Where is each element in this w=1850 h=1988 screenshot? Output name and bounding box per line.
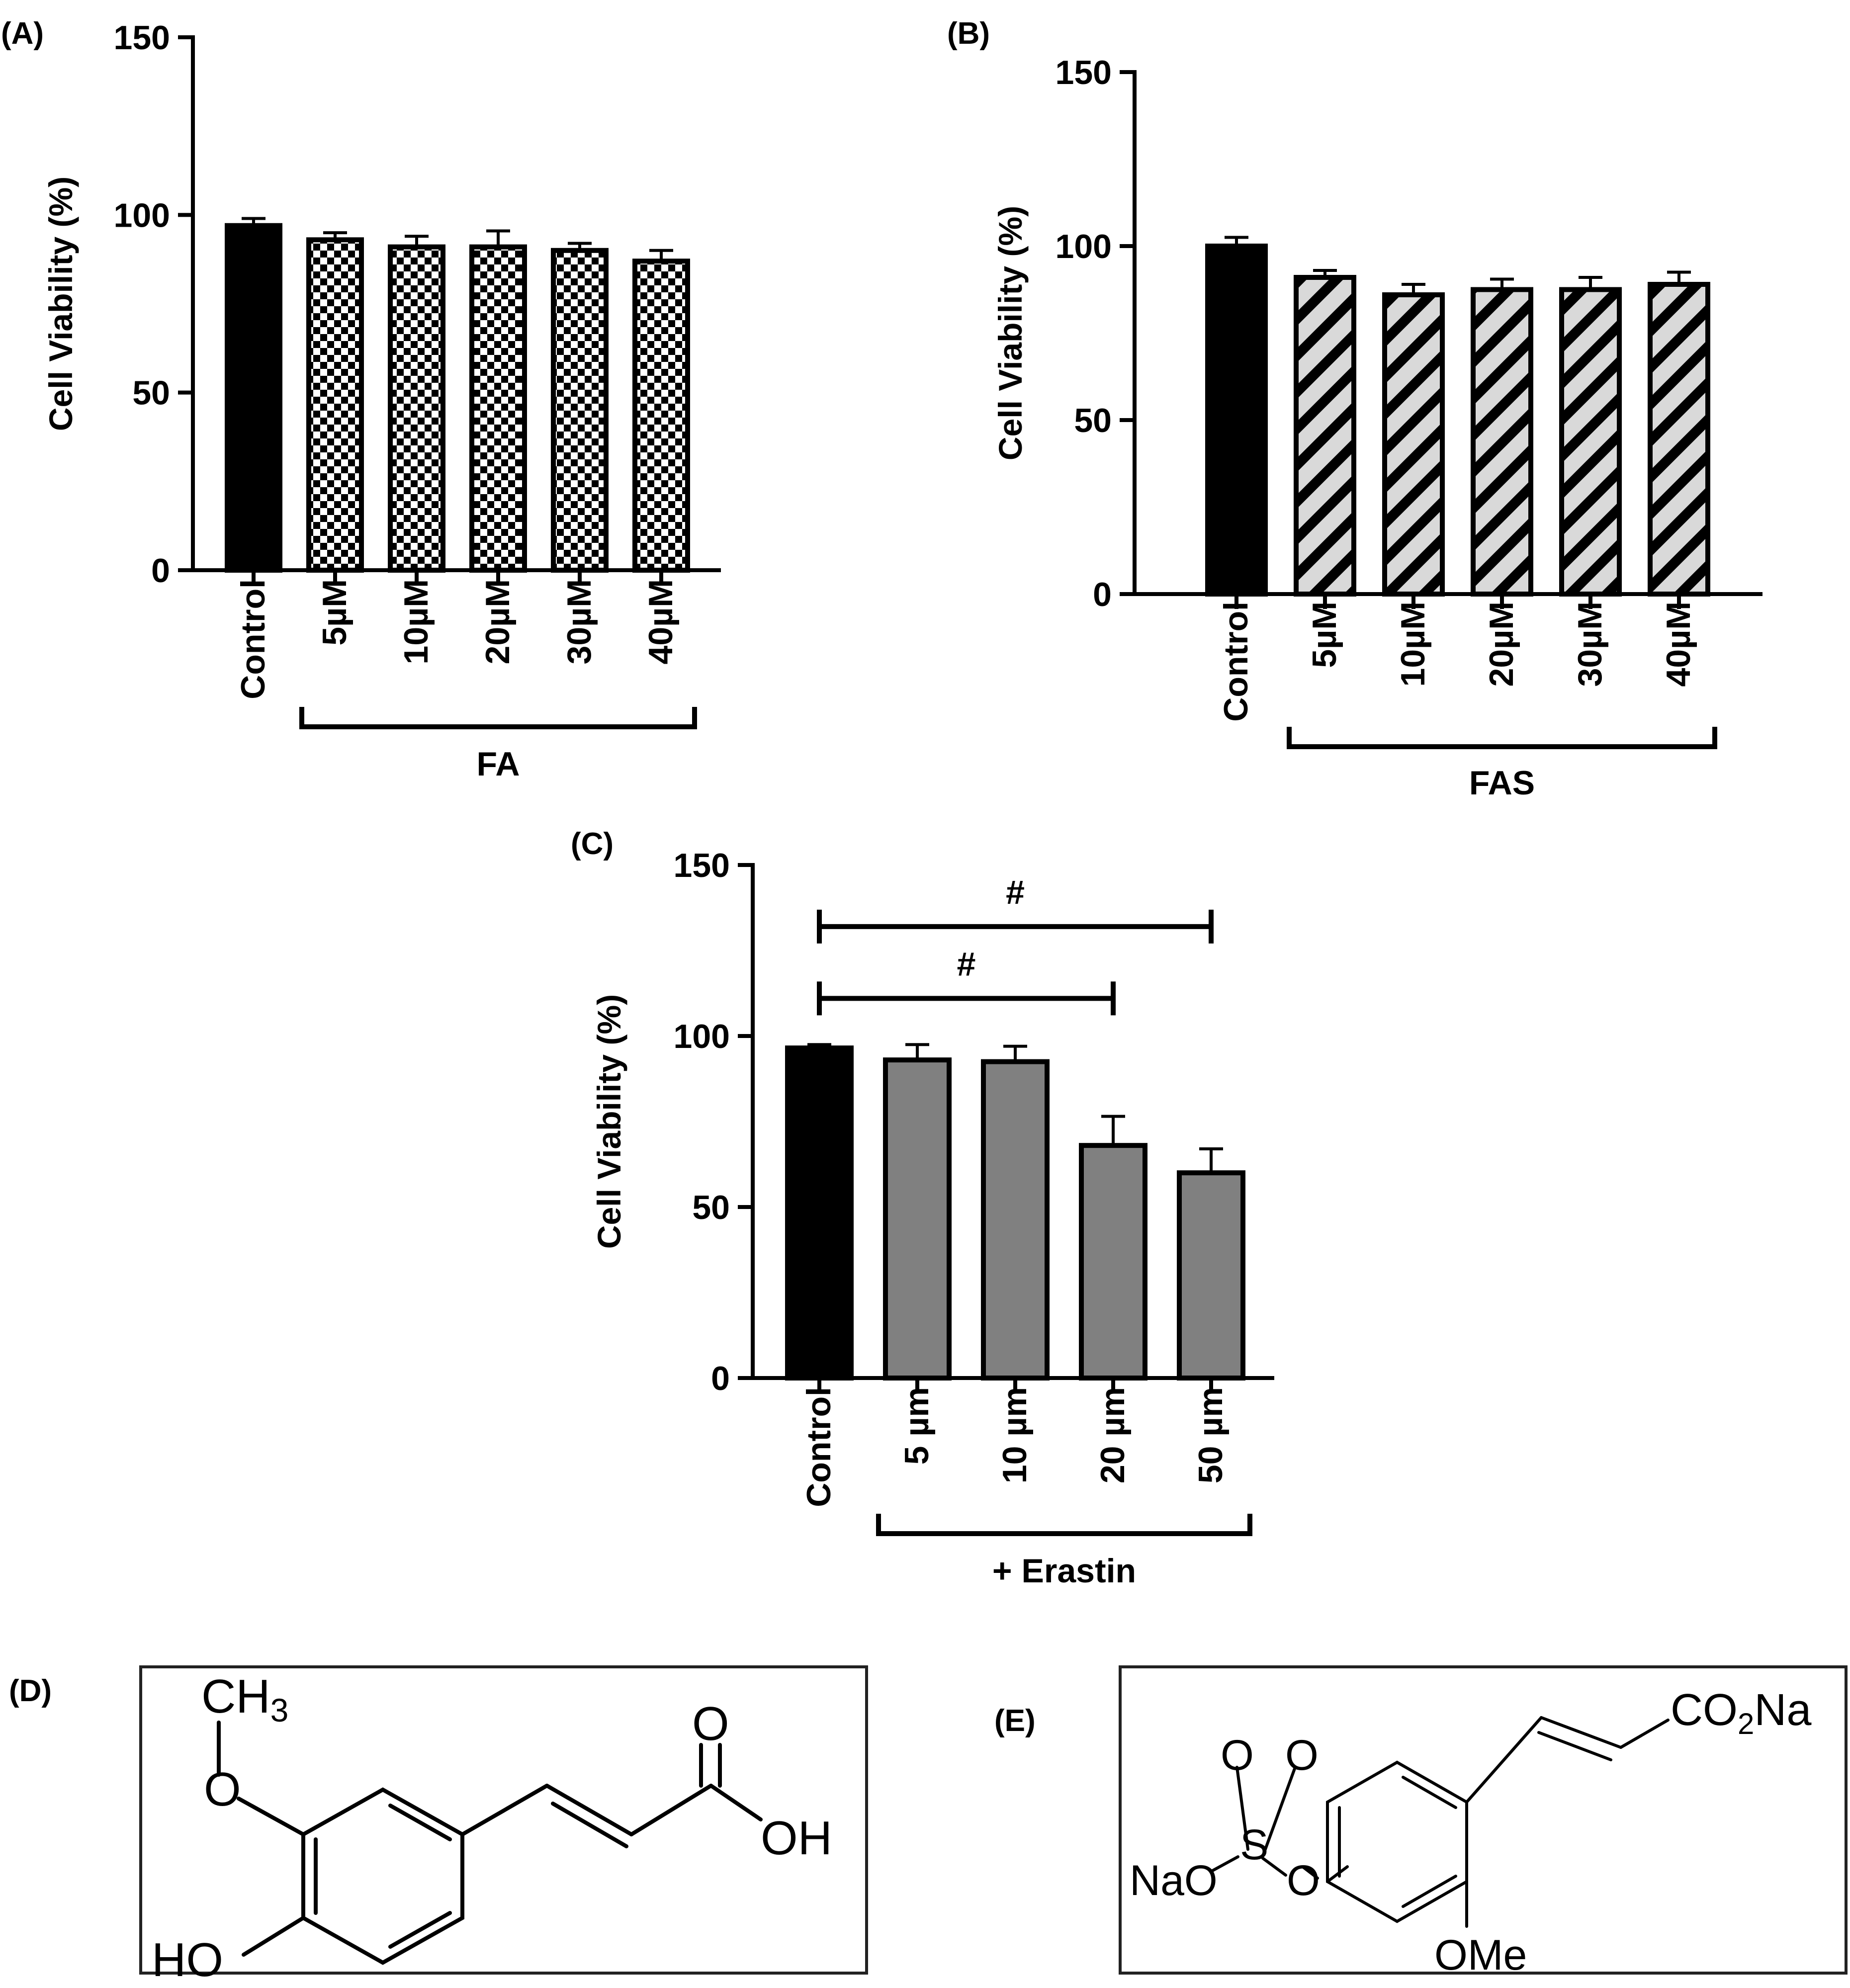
- panel-label-c: (C): [571, 827, 614, 861]
- x-tick-label-1: 5 µm: [898, 1387, 936, 1465]
- x-tick-label-2: 10 µm: [996, 1387, 1034, 1483]
- bar-3: [1079, 1143, 1147, 1381]
- y-tick-label: 50: [132, 374, 170, 412]
- bar-0: [225, 223, 282, 573]
- significance-label-1: #: [957, 945, 976, 983]
- panel-label-a: (A): [1, 16, 44, 51]
- panel-label-b: (B): [947, 16, 990, 51]
- x-tick-label-4: 50 µm: [1192, 1387, 1230, 1483]
- structure-d-ho: HO: [152, 1933, 223, 1987]
- structure-e-nao: NaO: [1130, 1857, 1218, 1904]
- panel-label-d: (D): [9, 1674, 52, 1708]
- x-tick-label-0: Control: [1217, 602, 1255, 722]
- x-tick-label-1: 5µM: [316, 579, 353, 646]
- structure-e-o-link: O: [1287, 1857, 1320, 1904]
- y-axis-title: Cell Viability (%): [992, 206, 1029, 460]
- y-tick-label: 100: [674, 1018, 730, 1055]
- structure-e-ome: OMe: [1434, 1931, 1527, 1979]
- y-tick-label: 150: [1056, 54, 1112, 91]
- structure-e: CO2Na O O S NaO O OMe: [1119, 1665, 1848, 1979]
- bar-3: [469, 244, 527, 573]
- x-tick-label-2: 10µM: [397, 579, 435, 664]
- y-tick-label: 150: [114, 19, 170, 57]
- bar-2: [981, 1059, 1050, 1381]
- structure-e-frame: [1119, 1665, 1848, 1975]
- x-tick-label-2: 10µM: [1394, 602, 1432, 687]
- chart-c: 0 50 100 150 Cell Viability (%) Control 5 µm 10…: [591, 847, 1274, 1590]
- bar-2: [1382, 292, 1445, 597]
- x-tick-label-4: 30µM: [560, 579, 598, 664]
- x-tick-label-3: 20µM: [479, 579, 517, 664]
- group-bracket: [1287, 727, 1717, 749]
- structure-d-ch3: CH3: [201, 1670, 288, 1729]
- structure-e-o-sulfonyl-1: O: [1221, 1731, 1254, 1779]
- x-tick-label-4: 30µM: [1571, 602, 1609, 687]
- structure-e-bonds: [1209, 1716, 1670, 1928]
- bar-4: [551, 248, 609, 573]
- bar-4: [1559, 287, 1622, 597]
- bar-1: [883, 1057, 952, 1381]
- structure-d-oh: OH: [761, 1812, 832, 1865]
- y-tick-label: 100: [1056, 228, 1112, 265]
- structure-d-frame: [139, 1665, 868, 1975]
- x-tick-label-0: Control: [234, 579, 272, 699]
- group-bracket: [299, 707, 697, 729]
- bar-4: [1177, 1170, 1245, 1381]
- bar-5: [1648, 282, 1710, 597]
- x-tick-label-1: 5µM: [1306, 602, 1343, 668]
- x-tick-label-3: 20µM: [1483, 602, 1520, 687]
- y-tick-label: 50: [1074, 402, 1112, 439]
- structure-d-bonds: [217, 1721, 763, 1965]
- structure-d: CH3 O O OH HO: [139, 1665, 868, 1987]
- structure-e-s: S: [1240, 1821, 1268, 1869]
- x-tick-label-0: Control: [800, 1387, 838, 1507]
- y-axis-title: Cell Viability (%): [42, 176, 79, 431]
- x-tick-label-3: 20 µm: [1094, 1387, 1132, 1483]
- y-tick-label: 0: [151, 552, 170, 590]
- x-tick-label-5: 40µM: [1660, 602, 1697, 687]
- bar-2: [388, 244, 445, 573]
- y-tick-label: 150: [674, 847, 730, 884]
- bar-0: [1205, 244, 1268, 597]
- bar-1: [306, 237, 364, 573]
- panel-label-e: (E): [994, 1704, 1036, 1738]
- bar-0: [785, 1045, 854, 1381]
- group-label: FA: [477, 745, 520, 783]
- y-tick-label: 0: [1093, 576, 1112, 613]
- bar-1: [1294, 275, 1356, 597]
- structure-d-o-methoxy: O: [204, 1763, 241, 1816]
- group-label: + Erastin: [992, 1552, 1136, 1590]
- y-axis-title: Cell Viability (%): [591, 994, 627, 1249]
- bar-5: [632, 259, 690, 573]
- y-tick-label: 100: [114, 196, 170, 234]
- x-tick-label-5: 40µM: [642, 579, 680, 664]
- significance-label-0: #: [1006, 873, 1025, 911]
- structure-e-o-sulfonyl-2: O: [1285, 1731, 1319, 1779]
- bar-3: [1471, 287, 1533, 597]
- chart-a: 0 50 100 150 Cell Viability (%) Control 5µM 10µ…: [42, 19, 721, 783]
- y-tick-label: 0: [711, 1360, 730, 1397]
- y-tick-label: 50: [692, 1189, 730, 1226]
- chart-b: 0 50 100 150 Cell Viability (%) Control 5µM 10µ…: [992, 54, 1762, 802]
- structure-e-co2na: CO2Na: [1671, 1685, 1812, 1740]
- structure-d-o-carbonyl: O: [692, 1697, 729, 1750]
- group-bracket: [876, 1514, 1252, 1536]
- group-label: FAS: [1469, 764, 1535, 802]
